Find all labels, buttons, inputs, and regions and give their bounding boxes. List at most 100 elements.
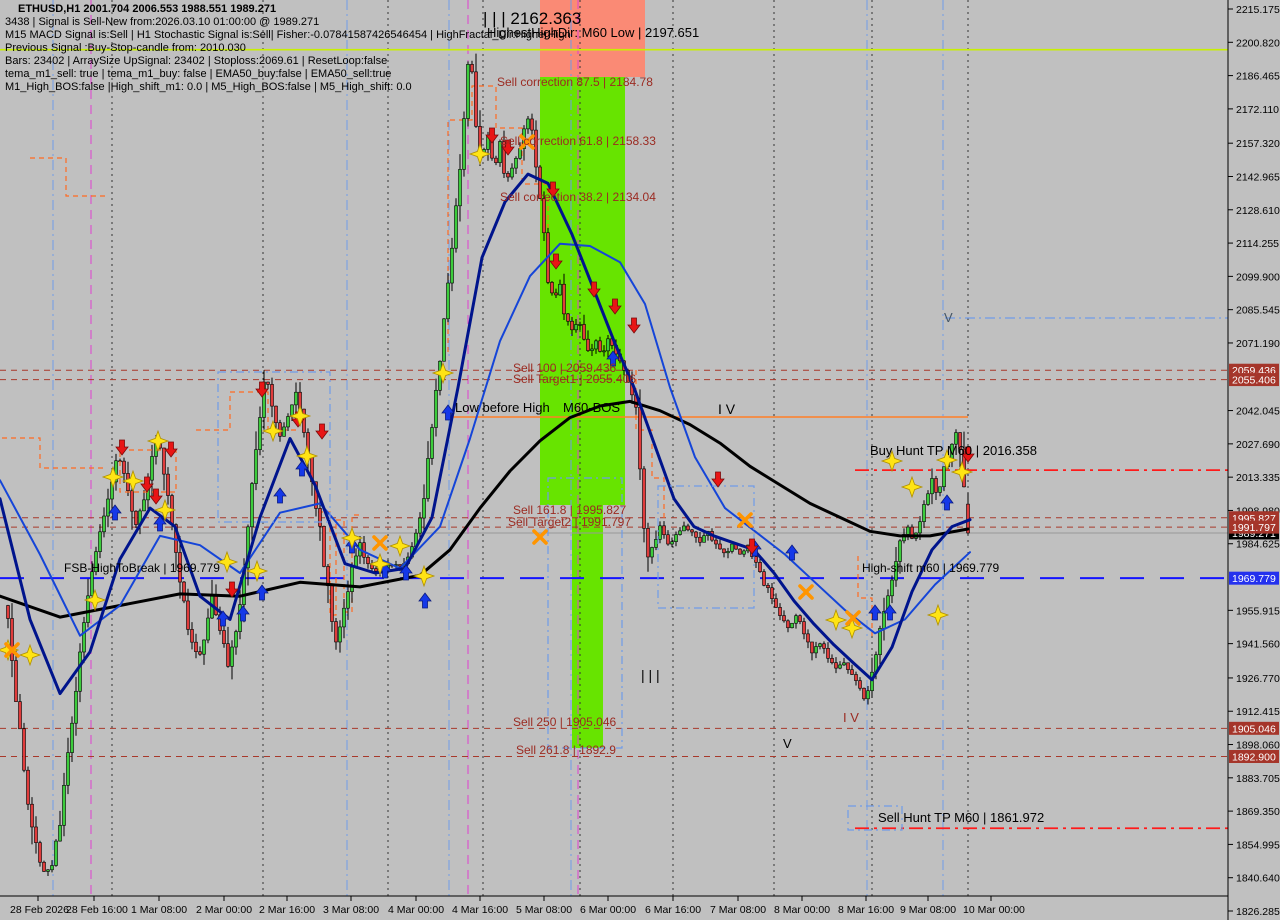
candle-body <box>54 840 58 866</box>
price-axis-label: 1840.640 <box>1236 873 1280 885</box>
buy-arrow-icon <box>295 460 309 477</box>
candle-body <box>526 118 530 130</box>
candle-body <box>658 525 662 540</box>
buy-arrow-icon <box>216 610 230 627</box>
candle-body <box>714 539 718 545</box>
star-signal-icon <box>121 469 145 493</box>
price-axis-panel[interactable] <box>1229 0 1280 920</box>
time-axis-label: 9 Mar 08:00 <box>900 904 956 916</box>
price-badge <box>1229 373 1279 387</box>
sell-arrow-icon <box>149 488 163 505</box>
candle-body <box>454 205 458 249</box>
star-signal-icon <box>900 475 924 499</box>
candle-body <box>846 662 850 670</box>
candle-body <box>594 340 598 350</box>
candle-body <box>810 641 814 654</box>
candle-body <box>342 607 346 628</box>
candle-body <box>894 561 898 581</box>
candle-body <box>606 338 610 352</box>
buy-arrow-icon <box>883 604 897 621</box>
info-line: Bars: 23402 | ArraySize UpSignal: 23402 … <box>5 55 387 67</box>
candle-body <box>834 662 838 669</box>
sell-arrow-icon <box>485 127 499 144</box>
candle-body <box>226 643 230 667</box>
candle-body <box>330 585 334 622</box>
x-signal-icon <box>519 134 535 150</box>
candle-body <box>418 517 422 534</box>
candle-body <box>322 525 326 567</box>
star-signal-icon <box>431 361 455 385</box>
candle-body <box>938 486 942 493</box>
candle-body <box>78 651 82 692</box>
candle-body <box>142 499 146 512</box>
sell-arrow-icon <box>255 381 269 398</box>
sell-arrow-icon <box>501 139 515 156</box>
candle-body <box>642 468 646 529</box>
candle-body <box>806 633 810 643</box>
time-axis-label: 7 Mar 08:00 <box>710 904 766 916</box>
info-line: 3438 | Signal is Sell-New from:2026.03.1… <box>5 16 319 28</box>
price-axis-label: 2128.610 <box>1236 205 1280 217</box>
candle-body <box>918 521 922 534</box>
buy-arrow-icon <box>418 592 432 609</box>
buy-arrow-icon <box>273 487 287 504</box>
ma-slow-black <box>0 399 970 619</box>
blue-channel-box <box>847 805 903 831</box>
candle-body <box>258 417 262 450</box>
candle-body <box>18 701 22 730</box>
price-axis-label: 2085.545 <box>1236 305 1280 317</box>
price-axis-label: 2172.110 <box>1236 104 1279 116</box>
candle-body <box>518 148 522 159</box>
sell-target1-label: Sell Target1 | 2055.406 <box>513 372 636 386</box>
sell-arrow-icon <box>745 538 759 555</box>
candle-body <box>774 598 778 608</box>
price-axis-label: 2042.045 <box>1236 406 1280 418</box>
price-badge <box>1229 520 1279 534</box>
candle-body <box>866 690 870 700</box>
candle-body <box>366 556 370 564</box>
price-axis-label: 2114.255 <box>1236 238 1279 250</box>
candle-body <box>46 869 50 872</box>
ma-fast-navy <box>0 172 972 696</box>
candle-body <box>362 542 366 558</box>
time-axis-label: 8 Mar 00:00 <box>774 904 830 916</box>
candle-body <box>818 643 822 647</box>
price-axis-label: 1854.995 <box>1236 839 1280 851</box>
candle-body <box>854 674 858 681</box>
candle-body <box>554 292 558 296</box>
low-before-high-label: Low before High <box>455 400 550 415</box>
candle-body <box>822 643 826 649</box>
sell-correction-618-label: Sell correction 61.8 | 2158.33 <box>500 134 656 148</box>
candle-body <box>98 531 102 552</box>
time-axis-label: 8 Mar 16:00 <box>838 904 894 916</box>
highest-high-label: HighestHighDir: M60 Low | 2197.651 <box>487 25 699 40</box>
info-line: M1_High_BOS:false |High_shift_m1: 0.0 | … <box>5 81 412 93</box>
candle-body <box>670 541 674 545</box>
candle-body <box>722 548 726 554</box>
candle-body <box>286 416 290 428</box>
candle-body <box>6 605 10 619</box>
candle-body <box>346 591 350 609</box>
candle-body <box>882 611 886 629</box>
channel-step-line <box>857 556 873 636</box>
price-badge-label: 2055.406 <box>1232 375 1276 387</box>
candle-body <box>10 618 14 661</box>
candle-body <box>930 478 934 495</box>
candle-body <box>282 426 286 437</box>
price-axis-label: 1869.350 <box>1236 806 1280 818</box>
sell-arrow-icon <box>115 439 129 456</box>
zone-band-green-wide <box>540 77 625 505</box>
candle-body <box>450 247 454 284</box>
time-axis-label: 5 Mar 08:00 <box>516 904 572 916</box>
price-axis[interactable]: 2215.175 2200.820 2186.465 2172.110 2157.320… <box>1228 4 1280 918</box>
star-signal-icon <box>926 603 950 627</box>
candle-body <box>694 531 698 538</box>
candle-body <box>826 648 830 659</box>
price-axis-label: 2013.335 <box>1236 472 1280 484</box>
price-badge <box>1229 721 1279 735</box>
candle-body <box>58 825 62 842</box>
candle-body <box>566 313 570 322</box>
